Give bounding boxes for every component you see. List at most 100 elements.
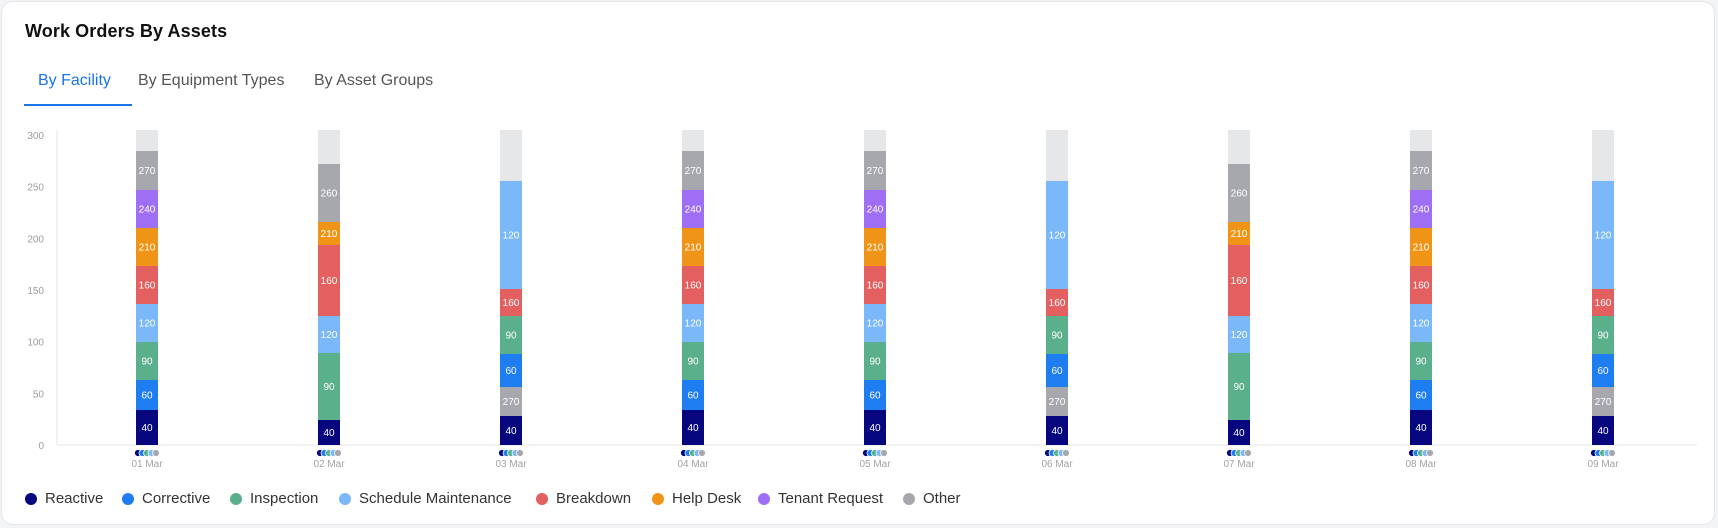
data-label: 270	[1049, 397, 1066, 408]
data-label: 40	[1233, 428, 1245, 439]
data-label: 60	[1597, 366, 1609, 377]
data-label: 160	[321, 276, 338, 287]
bar-segment	[1046, 416, 1068, 445]
bar-segment	[1228, 222, 1250, 245]
data-label: 90	[1415, 357, 1427, 368]
data-label: 120	[1595, 231, 1612, 242]
bar-segment	[1228, 353, 1250, 420]
data-label: 40	[141, 423, 153, 434]
bar-segment	[864, 190, 886, 228]
legend-item-breakdown[interactable]: Breakdown	[536, 490, 631, 507]
data-label: 120	[139, 319, 156, 330]
legend-dot-tenant-request	[758, 492, 770, 505]
data-label: 40	[323, 428, 335, 439]
data-label: 40	[869, 423, 881, 434]
legend-dot-other	[903, 492, 915, 505]
series-marker-dot	[334, 449, 342, 457]
x-tick-label: 04 Mar	[677, 459, 709, 470]
data-label: 60	[1051, 366, 1063, 377]
y-tick-label: 150	[27, 286, 44, 297]
data-label: 90	[1233, 382, 1245, 393]
bar-segment	[500, 289, 522, 316]
legend-item-inspection[interactable]: Inspection	[230, 490, 318, 507]
bar-segment	[864, 151, 886, 190]
data-label: 240	[685, 205, 702, 216]
legend-dot-breakdown	[536, 492, 548, 505]
data-label: 90	[687, 357, 699, 368]
data-label: 120	[867, 319, 884, 330]
bar-segment	[1410, 342, 1432, 380]
bar-segment	[1046, 354, 1068, 387]
legend-item-corrective[interactable]: Corrective	[122, 490, 210, 507]
data-label: 160	[1231, 276, 1248, 287]
legend-item-tenant-request[interactable]: Tenant Request	[758, 490, 883, 507]
bar-segment	[864, 380, 886, 410]
bar-segment	[1592, 387, 1614, 416]
bar-segment	[682, 380, 704, 410]
series-marker-dot	[1608, 449, 1616, 457]
legend-item-other[interactable]: Other	[903, 490, 961, 507]
bar-segment	[1410, 410, 1432, 445]
data-label: 240	[867, 205, 884, 216]
tab-by-equipment-types[interactable]: By Equipment Types	[138, 72, 285, 89]
data-label: 270	[139, 166, 156, 177]
bar-segment	[1046, 181, 1068, 289]
y-tick-label: 250	[27, 183, 44, 194]
data-label: 90	[1597, 331, 1609, 342]
bar-segment	[318, 316, 340, 353]
bar-segment	[1228, 420, 1250, 445]
bar-segment	[318, 245, 340, 316]
bar-segment	[1592, 289, 1614, 316]
tab-bar: By Facility By Equipment Types By Asset …	[24, 72, 1694, 106]
series-marker-dot	[698, 449, 706, 457]
legend-label: Tenant Request	[778, 490, 884, 507]
bar-segment	[864, 266, 886, 304]
data-label: 260	[1231, 189, 1248, 200]
series-marker-dot	[1062, 449, 1070, 457]
data-label: 210	[1231, 229, 1248, 240]
bar-segment	[1228, 316, 1250, 353]
data-label: 40	[1415, 423, 1427, 434]
legend-dot-corrective	[122, 492, 134, 505]
bar-segment	[500, 316, 522, 354]
data-label: 210	[139, 243, 156, 254]
bar-segment	[682, 266, 704, 304]
x-tick-label: 09 Mar	[1587, 459, 1619, 470]
data-label: 90	[141, 357, 153, 368]
y-tick-label: 50	[33, 389, 45, 400]
legend-item-reactive[interactable]: Reactive	[25, 490, 103, 507]
data-label: 270	[503, 397, 520, 408]
legend-item-help-desk[interactable]: Help Desk	[652, 490, 741, 507]
bar-segment	[1228, 245, 1250, 316]
legend-item-schedule-maintenance[interactable]: Schedule Maintenance	[339, 490, 512, 507]
tab-by-facility[interactable]: By Facility	[38, 72, 111, 89]
data-label: 40	[505, 426, 517, 437]
data-label: 120	[503, 231, 520, 242]
legend-dot-reactive	[25, 492, 37, 505]
bar-segment	[500, 354, 522, 387]
bar-segment	[136, 228, 158, 266]
tab-by-asset-groups[interactable]: By Asset Groups	[314, 72, 434, 89]
bar-segment	[1592, 181, 1614, 289]
y-tick-label: 0	[38, 441, 44, 452]
bar-segment	[682, 410, 704, 445]
bar-segment	[1410, 380, 1432, 410]
legend-label: Breakdown	[556, 490, 632, 507]
data-label: 40	[1051, 426, 1063, 437]
bar-segment	[682, 342, 704, 380]
data-label: 160	[503, 298, 520, 309]
series-marker-dot	[1244, 449, 1252, 457]
data-label: 60	[505, 366, 517, 377]
data-label: 90	[505, 331, 517, 342]
bar-segment	[318, 164, 340, 222]
bar-segment	[1410, 151, 1432, 190]
bar-segment	[1592, 416, 1614, 445]
bar-segment	[1410, 190, 1432, 228]
bar-segment	[136, 151, 158, 190]
x-tick-label: 08 Mar	[1405, 459, 1437, 470]
stacked-bar-chart: 0 50 100 150 200 250 300 40 60 90 120 160 210 240 270 0…	[27, 130, 1697, 470]
legend-label: Help Desk	[672, 490, 742, 507]
data-label: 60	[1415, 391, 1427, 402]
x-tick-label: 05 Mar	[859, 459, 891, 470]
